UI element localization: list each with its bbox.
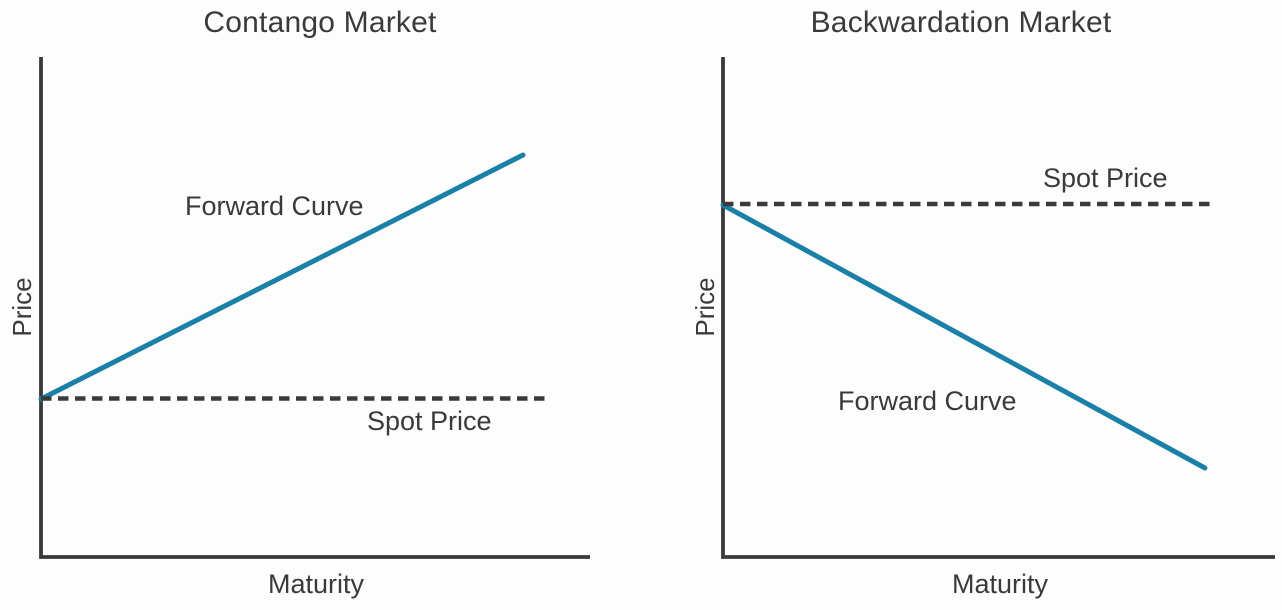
contango-y-axis-label: Price: [7, 277, 37, 337]
axis-lines: [721, 57, 1275, 559]
contango-forward-curve-label: Forward Curve: [185, 191, 364, 221]
backwardation-y-axis-label: Price: [690, 277, 720, 337]
contango-spot-price-label: Spot Price: [367, 406, 492, 436]
backwardation-chart-title: Backwardation Market: [810, 6, 1112, 39]
backwardation-x-axis-label: Maturity: [951, 569, 1049, 599]
backwardation-forward-curve-label: Forward Curve: [838, 386, 1017, 416]
contango-x-axis-label: Maturity: [267, 569, 365, 599]
forward-curve-line: [720, 202, 1208, 471]
contango-chart-title: Contango Market: [203, 6, 437, 39]
forward-curve-line: [38, 152, 526, 402]
backwardation-spot-price-label: Spot Price: [1043, 163, 1168, 193]
axis-lines: [39, 57, 590, 559]
